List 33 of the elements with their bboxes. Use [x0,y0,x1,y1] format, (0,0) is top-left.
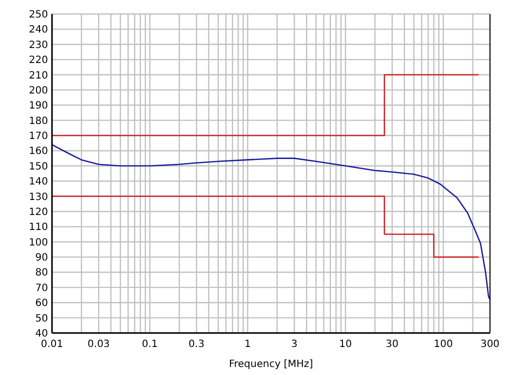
y-tick-label: 150 [28,161,48,172]
x-tick-label: 0.1 [142,339,158,350]
y-tick-label: 40 [35,328,48,340]
x-tick-label: 30 [386,339,399,350]
x-tick-label: 0.01 [40,339,64,350]
y-tick-label: 170 [28,131,48,142]
y-tick-label: 130 [28,192,48,203]
y-tick-label: 50 [35,313,48,324]
x-tick-label: 100 [434,339,453,350]
y-tick-label: 60 [35,298,48,310]
y-tick-label: 110 [28,222,48,234]
y-tick-label: 230 [28,40,48,51]
y-tick-label: 180 [28,116,48,127]
y-tick-label: 190 [28,100,48,112]
y-tick-label: 200 [28,85,48,96]
y-tick-label: 90 [35,252,48,264]
x-axis-title: Frequency [MHz] [228,359,314,370]
x-tick-label: 10 [339,339,352,350]
y-tick-label: 80 [35,268,48,279]
y-tick-label: 210 [28,70,48,82]
x-tick-label: 3 [291,339,298,350]
y-tick-label: 240 [28,24,48,36]
y-tick-label: 160 [28,146,48,158]
y-tick-label: 120 [28,206,48,218]
y-tick-label: 140 [28,176,48,188]
y-tick-label: 70 [35,282,48,294]
x-tick-label: 300 [480,339,500,350]
x-tick-label: 0.3 [188,339,204,350]
x-tick-label: 1 [244,339,251,350]
y-tick-label: 250 [28,10,48,20]
y-tick-label: 100 [28,237,48,248]
y-tick-label: 220 [28,55,48,66]
x-tick-label: 0.03 [88,339,110,350]
